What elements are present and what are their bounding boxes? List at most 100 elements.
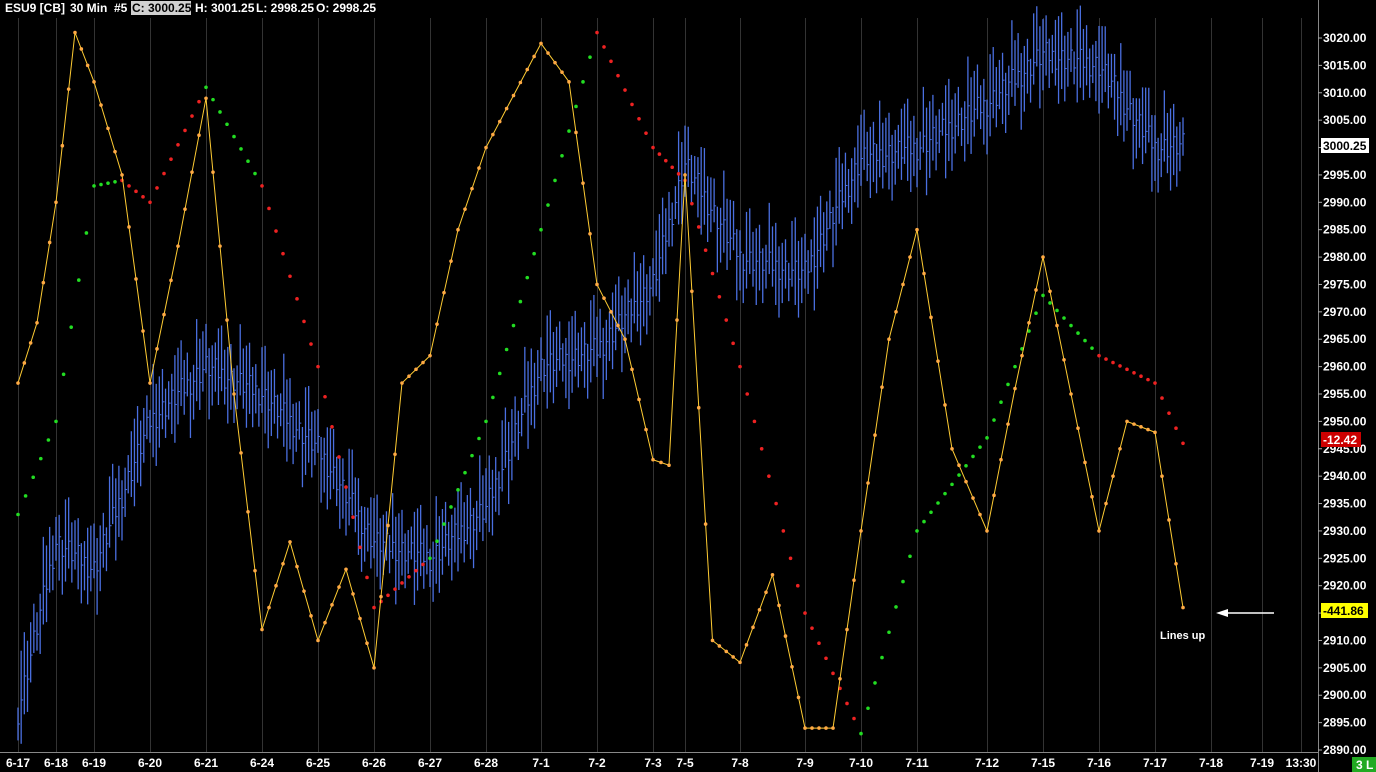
oscillator-dot: [16, 381, 20, 385]
oscillator-dot: [831, 726, 835, 730]
x-tick-label: 6-20: [138, 756, 162, 770]
y-tick-label: 2910.00: [1323, 633, 1367, 647]
bar-number-label: #5: [114, 1, 128, 15]
oscillator-dot: [595, 282, 599, 287]
oscillator-dot: [386, 523, 390, 528]
oscillator-dot: [553, 60, 557, 65]
oscillator-dot: [344, 567, 348, 572]
oscillator-dot: [316, 638, 320, 643]
signal-dot: [703, 248, 708, 253]
signal-dot: [281, 251, 285, 256]
oscillator-dot: [880, 385, 884, 389]
signal-dot: [414, 568, 418, 573]
signal-dot: [567, 129, 571, 133]
oscillator-dot: [790, 664, 794, 669]
annotation-text: Lines up: [1160, 630, 1206, 642]
oscillator-dot: [690, 289, 694, 294]
oscillator-dot: [609, 310, 613, 314]
x-tick-label: 7-15: [1031, 756, 1055, 770]
signal-dot: [574, 104, 578, 109]
oscillator-dot: [971, 496, 975, 500]
oscillator-dot: [449, 259, 453, 263]
oscillator-dot: [602, 296, 606, 300]
oscillator-dot: [1034, 288, 1038, 292]
x-tick-label: 7-10: [849, 756, 873, 770]
y-tick-label: 3020.00: [1323, 31, 1367, 45]
oscillator-dot: [777, 603, 781, 608]
x-tick-label: 7-16: [1087, 756, 1111, 770]
oscillator-dot: [491, 132, 495, 137]
oscillator-dot: [667, 463, 671, 468]
y-tick-label: 2935.00: [1323, 497, 1367, 511]
oscillator-dot: [567, 80, 571, 84]
signal-dot: [690, 201, 694, 206]
oscillator-dot: [99, 103, 103, 107]
signal-dot: [588, 55, 592, 59]
signal-dot: [810, 626, 814, 630]
low-value: L: 2998.25: [256, 1, 314, 15]
signal-dots: [16, 30, 1185, 736]
signal-dot: [183, 128, 187, 133]
oscillator-dot: [470, 186, 474, 191]
signal-dot: [803, 611, 807, 615]
oscillator-dot: [546, 51, 550, 55]
signal-dot: [1055, 308, 1059, 313]
signal-dot: [197, 99, 201, 104]
x-tick-label: 6-21: [194, 756, 218, 770]
oscillator-dot: [866, 481, 870, 485]
signal-dot: [1146, 377, 1150, 382]
signal-dot: [155, 186, 159, 190]
signal-dot: [908, 554, 912, 559]
oscillator-dot: [421, 360, 425, 365]
signal-dot: [929, 510, 933, 515]
y-tick-label: 2970.00: [1323, 305, 1367, 319]
oscillator-dot: [518, 80, 523, 85]
signal-dot: [1076, 331, 1080, 335]
signal-dot: [92, 184, 96, 188]
signal-dot: [148, 200, 152, 205]
signal-dot: [852, 716, 856, 721]
price-bars: [17, 5, 1185, 744]
oscillator-dot: [894, 310, 898, 314]
signal-dot: [1097, 353, 1101, 358]
signal-dot: [491, 395, 495, 400]
signal-dot: [288, 274, 292, 279]
oscillator-dot: [73, 30, 77, 35]
oscillator-dot: [365, 641, 369, 645]
y-tick-label: 2955.00: [1323, 387, 1367, 401]
signal-dot: [1006, 382, 1010, 387]
oscillator-dot: [659, 460, 663, 465]
signal-dot: [581, 80, 585, 84]
oscillator-dot: [497, 119, 502, 124]
oscillator-dot: [435, 322, 439, 326]
signal-dot: [767, 474, 771, 478]
oscillator-dot: [957, 463, 961, 468]
signal-dot: [1153, 381, 1157, 385]
signal-dot: [477, 436, 481, 441]
signal-dot: [630, 102, 634, 107]
oscillator-dot: [456, 227, 460, 232]
corner-badge[interactable]: [1352, 757, 1376, 772]
signal-dot: [309, 342, 313, 346]
signal-dot: [267, 206, 271, 211]
oscillator-dot: [176, 244, 180, 248]
signal-dot: [393, 587, 397, 591]
x-tick-label: 6-24: [250, 756, 274, 770]
x-tick-label: 7-18: [1199, 756, 1223, 770]
signal-dot: [731, 341, 735, 346]
oscillator-dot: [281, 561, 285, 566]
signal-dot: [239, 147, 243, 151]
y-tick-label: 2985.00: [1323, 223, 1367, 237]
close-value: C: 3000.25: [132, 1, 192, 15]
signal-dot: [831, 671, 835, 676]
oscillator-dot: [724, 649, 729, 654]
oscillator-dot: [22, 361, 27, 365]
oscillator-dot: [302, 589, 306, 593]
vertical-gridlines: [18, 18, 1302, 752]
y-tick-label: 2920.00: [1323, 579, 1367, 593]
oscillator-dot: [155, 347, 159, 351]
signal-dot: [922, 519, 926, 524]
signal-dot: [456, 488, 460, 492]
signal-dot: [1118, 364, 1122, 368]
